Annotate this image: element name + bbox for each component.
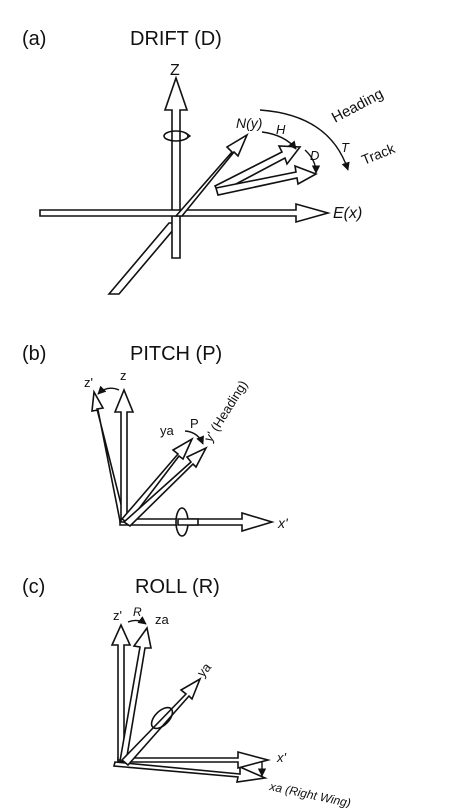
ya-label-c: ya (194, 659, 215, 680)
ya-arrow-c (120, 677, 202, 767)
x-prime-axis-arrow-c (117, 750, 272, 770)
panel-b-title: PITCH (P) (130, 343, 222, 365)
track-arrow (214, 164, 318, 196)
panel-b-letter: (b) (22, 343, 46, 365)
diagonal-axis (107, 222, 181, 295)
heading-label: Heading (329, 85, 386, 126)
z-axis-label: Z (170, 62, 180, 79)
xa-label: xa (Right Wing) (267, 779, 352, 808)
r-label: R (133, 605, 142, 619)
ya-label: ya (160, 423, 175, 438)
panel-a-letter: (a) (22, 28, 46, 50)
e-axis-label: E(x) (333, 205, 362, 222)
x-prime-label-c: x' (276, 750, 287, 765)
n-axis-arrow (174, 133, 249, 217)
p-label: P (190, 416, 199, 431)
track-label: Track (359, 140, 398, 168)
t-angle-label: T (341, 140, 350, 155)
panel-a-title: DRIFT (D) (130, 28, 222, 50)
h-angle-label: H (276, 122, 286, 137)
z-axis-arrow (163, 75, 189, 259)
panel-a-drift: (a) DRIFT (D) Z E(x) N(y) H D T Heading … (22, 28, 398, 295)
ya-rotation-ring (150, 706, 174, 730)
panel-c-roll: (c) ROLL (R) x' xa (Right Wing) z' za R … (22, 576, 352, 808)
panel-b-pitch: (b) PITCH (P) x' z' z ya P y' (Heading) (22, 343, 289, 537)
za-arrow (119, 626, 152, 763)
za-label: za (155, 612, 170, 627)
x-axis-pass (177, 518, 199, 526)
z-rotation-arrowhead (185, 132, 192, 140)
panel-c-title: ROLL (R) (135, 576, 220, 598)
y-prime-arrow (122, 446, 208, 528)
d-angle-arc (304, 149, 321, 174)
xa-arrow (112, 761, 268, 783)
z-prime-label: z' (84, 375, 93, 390)
z-rotation-ring (163, 130, 189, 142)
d-angle-label: D (310, 148, 319, 163)
t-angle-arc (259, 109, 350, 171)
z-label: z (120, 368, 127, 383)
n-axis-label: N(y) (236, 115, 262, 131)
x-prime-label: x' (277, 515, 289, 531)
z-prime-label-c: z' (113, 608, 122, 623)
z-arrow (113, 387, 135, 523)
z-pitch-arc (97, 385, 120, 395)
p-angle-arc (184, 430, 204, 445)
y-prime-heading-label: y' (Heading) (201, 378, 251, 445)
r-angle-arc (127, 616, 147, 625)
h-angle-arc (261, 131, 297, 150)
panel-c-letter: (c) (22, 576, 45, 598)
